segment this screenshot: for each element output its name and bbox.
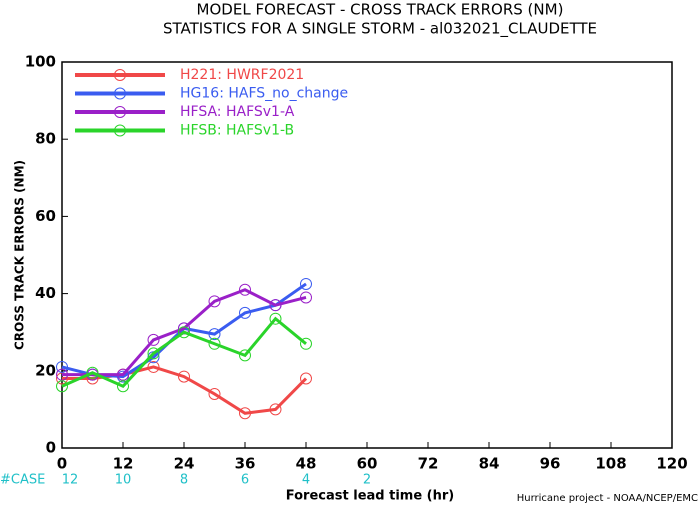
data-point — [147, 360, 160, 373]
case-count: 2 — [363, 473, 371, 488]
data-point — [269, 403, 282, 416]
y-tick-label: 80 — [35, 130, 56, 148]
data-point — [56, 368, 68, 381]
data-point — [86, 366, 99, 379]
legend-marker — [114, 106, 126, 118]
data-point — [239, 349, 251, 362]
data-point — [147, 347, 160, 360]
x-tick-label: 96 — [540, 455, 561, 473]
data-point — [117, 368, 129, 381]
data-point — [208, 387, 221, 400]
x-tick-label: 36 — [235, 455, 256, 473]
data-point — [239, 407, 251, 420]
x-tick-label: 12 — [113, 455, 134, 473]
y-tick-label: 40 — [35, 284, 56, 302]
case-count: 10 — [115, 473, 132, 488]
data-point — [239, 306, 251, 319]
x-tick-label: 120 — [656, 455, 687, 473]
series-line — [61, 316, 307, 389]
data-point — [178, 326, 190, 339]
x-tick-label: 108 — [595, 455, 626, 473]
data-point — [56, 380, 68, 393]
legend-marker — [114, 87, 126, 100]
case-count: 6 — [241, 473, 249, 488]
case-count: 4 — [302, 473, 310, 488]
chart-subtitle: STATISTICS FOR A SINGLE STORM - al032021… — [163, 20, 597, 39]
y-tick-label: 20 — [35, 361, 56, 379]
data-point — [208, 328, 221, 341]
series-line — [62, 288, 307, 377]
data-point — [178, 370, 190, 383]
legend-label: HFSA: HAFSv1-A — [180, 104, 295, 120]
legend-label: HFSB: HAFSv1-B — [180, 123, 294, 139]
plot-frame — [61, 61, 673, 449]
y-axis-label: CROSS TRACK ERRORS (NM) — [13, 160, 27, 350]
legend-marker — [114, 69, 126, 81]
data-point — [300, 372, 312, 385]
data-point — [300, 337, 312, 350]
legend-marker — [114, 124, 126, 137]
x-tick-label: 48 — [296, 455, 317, 473]
data-point — [117, 380, 129, 393]
legend-label: HG16: HAFS_no_change — [180, 86, 348, 102]
data-point — [208, 295, 221, 308]
data-point — [300, 277, 312, 290]
data-point — [56, 372, 68, 385]
y-tick-label: 60 — [35, 207, 56, 225]
chart-title: MODEL FORECAST - CROSS TRACK ERRORS (NM) — [197, 1, 564, 19]
x-tick-label: 84 — [479, 455, 500, 473]
data-point — [56, 360, 68, 373]
x-tick-label: 60 — [357, 455, 378, 473]
data-point — [269, 299, 282, 312]
data-point — [300, 291, 312, 304]
x-tick-label: 24 — [174, 455, 195, 473]
series-line — [61, 282, 307, 379]
data-point — [239, 283, 251, 296]
credit: Hurricane project - NOAA/NCEP/EMC — [517, 493, 698, 504]
case-count: 8 — [180, 473, 188, 488]
data-point — [147, 333, 160, 346]
x-tick-label: 0 — [57, 455, 67, 473]
legend-label: H221: HWRF2021 — [180, 67, 304, 83]
data-point — [269, 312, 282, 325]
x-tick-label: 72 — [418, 455, 439, 473]
x-axis-label: Forecast lead time (hr) — [286, 489, 454, 504]
y-tick-label: 100 — [25, 53, 56, 71]
data-point — [208, 337, 221, 350]
y-tick-label: 0 — [46, 439, 56, 457]
case-label: #CASE — [0, 473, 45, 488]
case-count: 12 — [62, 473, 79, 488]
